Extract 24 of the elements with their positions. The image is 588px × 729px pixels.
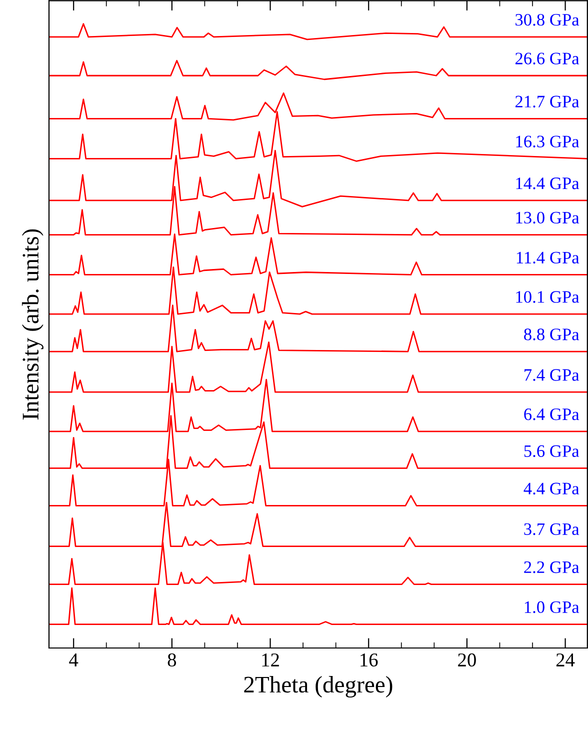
series-label: 13.0 GPa	[516, 212, 580, 224]
series-label: 10.1 GPa	[516, 291, 580, 303]
series-label: 8.8 GPa	[524, 328, 580, 340]
series-label: 21.7 GPa	[515, 96, 580, 108]
y-axis-title: Intensity (arb. units)	[22, 229, 44, 420]
series-label: 5.6 GPa	[524, 445, 580, 458]
x-tick-label: 16	[360, 653, 378, 667]
series-label: 6.4 GPa	[524, 408, 580, 420]
x-tick-label: 20	[458, 653, 476, 667]
series-label: 30.8 GPa	[516, 14, 580, 26]
series-label: 7.4 GPa	[524, 369, 580, 381]
x-tick-label: 12	[262, 653, 279, 666]
x-tick-label: 24	[556, 653, 575, 666]
series-label: 26.6 GPa	[515, 52, 580, 64]
series-label: 11.4 GPa	[516, 252, 580, 264]
series-label: 1.0 GPa	[524, 601, 580, 614]
x-axis-title: 2Theta (degree)	[244, 676, 392, 698]
x-tick-label: 4	[69, 654, 78, 666]
x-tick-label: 8	[168, 653, 176, 667]
series-label: 3.7 GPa	[524, 523, 580, 536]
series-label: 14.4 GPa	[516, 178, 580, 190]
series-label: 16.3 GPa	[516, 136, 580, 148]
series-label: 2.2 GPa	[524, 561, 580, 574]
series-label: 4.4 GPa	[524, 482, 580, 495]
